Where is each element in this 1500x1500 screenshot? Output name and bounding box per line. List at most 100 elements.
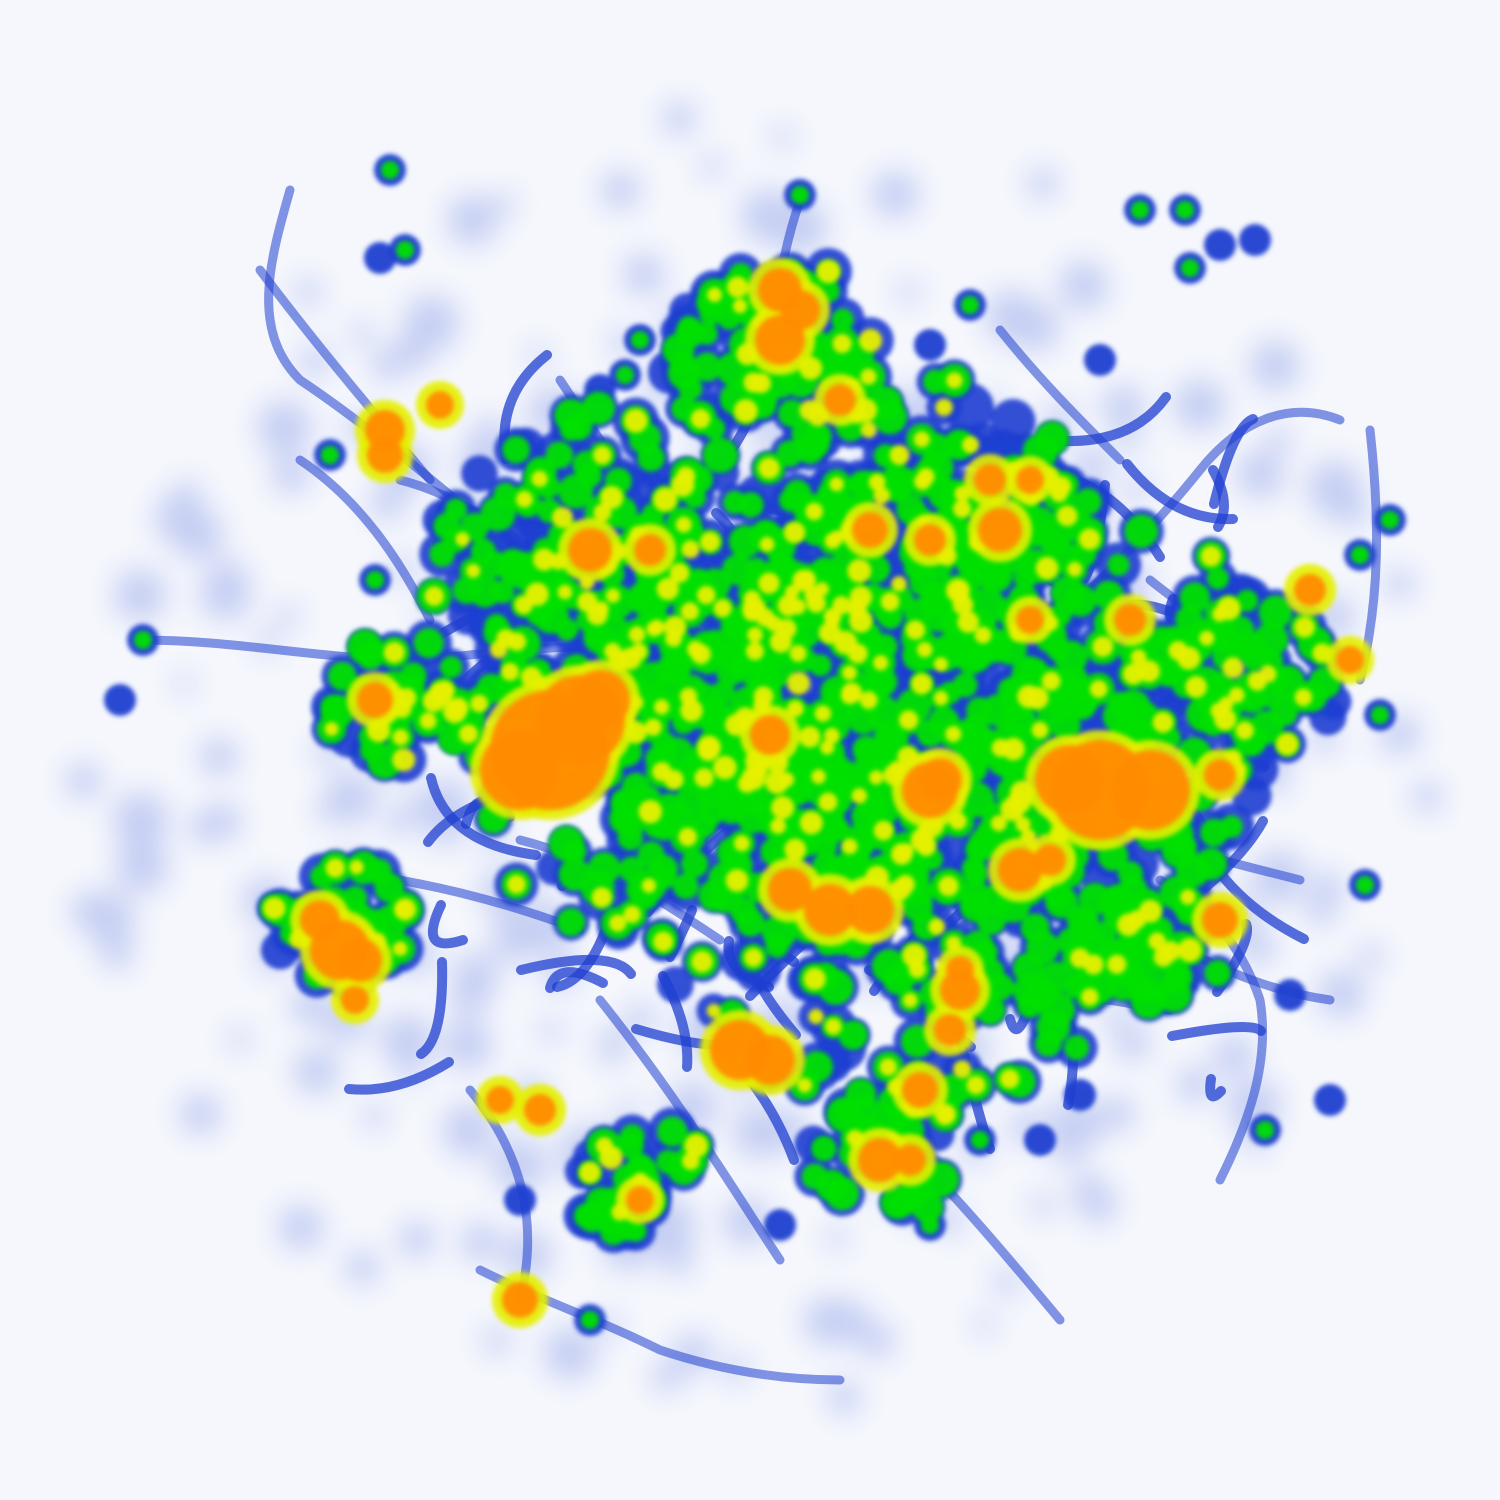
density-point <box>717 795 746 825</box>
density-point <box>838 1020 868 1050</box>
density-point <box>1274 979 1306 1011</box>
peak-point <box>902 1072 938 1108</box>
peak-point <box>858 1138 902 1182</box>
density-point <box>796 569 816 590</box>
haze-dot <box>804 1297 852 1345</box>
peak-point <box>780 290 820 330</box>
density-point <box>1256 1121 1274 1139</box>
density-point <box>733 835 750 852</box>
density-point <box>700 531 721 552</box>
density-point <box>1247 671 1267 691</box>
density-point <box>889 445 910 465</box>
density-point <box>1051 476 1072 497</box>
density-point <box>638 800 662 824</box>
density-point <box>832 334 852 354</box>
density-point <box>1148 932 1166 950</box>
density-point <box>392 941 408 956</box>
density-point <box>1026 686 1049 710</box>
haze-dot <box>1099 1096 1135 1132</box>
density-point <box>383 641 405 664</box>
density-point <box>881 464 916 499</box>
density-point <box>801 1051 833 1083</box>
peak-point <box>570 670 630 730</box>
density-point <box>1064 1079 1096 1111</box>
density-point <box>725 869 749 892</box>
density-point <box>637 841 665 869</box>
density-point <box>1227 616 1254 643</box>
density-point <box>873 487 891 504</box>
density-point <box>891 576 907 592</box>
density-point <box>809 654 832 677</box>
haze-dot <box>1059 261 1109 311</box>
density-point <box>779 772 795 788</box>
density-point <box>690 644 711 665</box>
density-point <box>1314 1084 1346 1116</box>
density-point <box>1078 528 1101 550</box>
density-point <box>134 631 152 649</box>
haze-dot <box>1177 1066 1214 1103</box>
density-point <box>617 824 644 851</box>
density-point <box>1084 344 1116 376</box>
haze-dot <box>1031 1193 1055 1218</box>
haze-dot <box>619 1097 640 1118</box>
density-point <box>654 699 670 715</box>
density-point <box>916 835 937 857</box>
density-point <box>758 457 780 479</box>
density-point <box>664 616 687 639</box>
density-point <box>669 563 690 583</box>
density-point <box>424 586 445 606</box>
density-point <box>676 466 696 486</box>
density-point <box>366 571 384 589</box>
density-point <box>814 834 838 858</box>
haze-dot <box>539 1019 563 1043</box>
density-point <box>392 748 416 772</box>
haze-dot <box>278 1205 324 1250</box>
density-point <box>1081 988 1099 1006</box>
density-point <box>470 694 488 713</box>
density-point <box>1216 596 1241 621</box>
density-point <box>823 608 842 626</box>
density-point <box>1089 680 1108 698</box>
peak-point <box>804 884 856 936</box>
density-point <box>938 875 959 897</box>
density-point <box>656 577 679 601</box>
density-point <box>656 1149 681 1175</box>
density-point <box>730 897 758 925</box>
density-point <box>765 934 789 958</box>
peak-point <box>918 758 962 802</box>
haze-dot <box>860 1323 895 1359</box>
haze-dot <box>1010 302 1060 352</box>
density-point <box>506 874 526 894</box>
density-point <box>396 241 414 259</box>
route-line <box>1059 392 1171 447</box>
density-point <box>974 626 992 644</box>
route-line <box>1209 414 1258 509</box>
density-point <box>727 276 749 298</box>
haze-dot <box>293 278 322 307</box>
density-point <box>1294 688 1313 706</box>
density-point <box>759 536 775 552</box>
density-point <box>1177 938 1202 963</box>
density-point <box>966 1075 986 1095</box>
haze-dot <box>448 1113 493 1158</box>
density-point <box>806 593 826 613</box>
density-point <box>692 352 722 382</box>
density-point <box>733 399 758 423</box>
peak-point <box>998 848 1042 892</box>
haze-dot <box>114 569 167 621</box>
density-point <box>1129 701 1160 733</box>
haze-dot <box>179 1093 221 1135</box>
density-point <box>787 700 804 717</box>
density-point <box>1064 1035 1089 1061</box>
density-point <box>439 656 463 679</box>
density-point <box>1276 733 1299 756</box>
density-point <box>1351 546 1369 564</box>
haze-dot <box>345 1250 380 1285</box>
density-point <box>680 699 703 722</box>
density-point <box>946 578 970 603</box>
density-point <box>789 645 807 662</box>
density-point <box>1153 947 1174 967</box>
density-point <box>1124 514 1159 549</box>
density-point <box>764 1209 796 1241</box>
